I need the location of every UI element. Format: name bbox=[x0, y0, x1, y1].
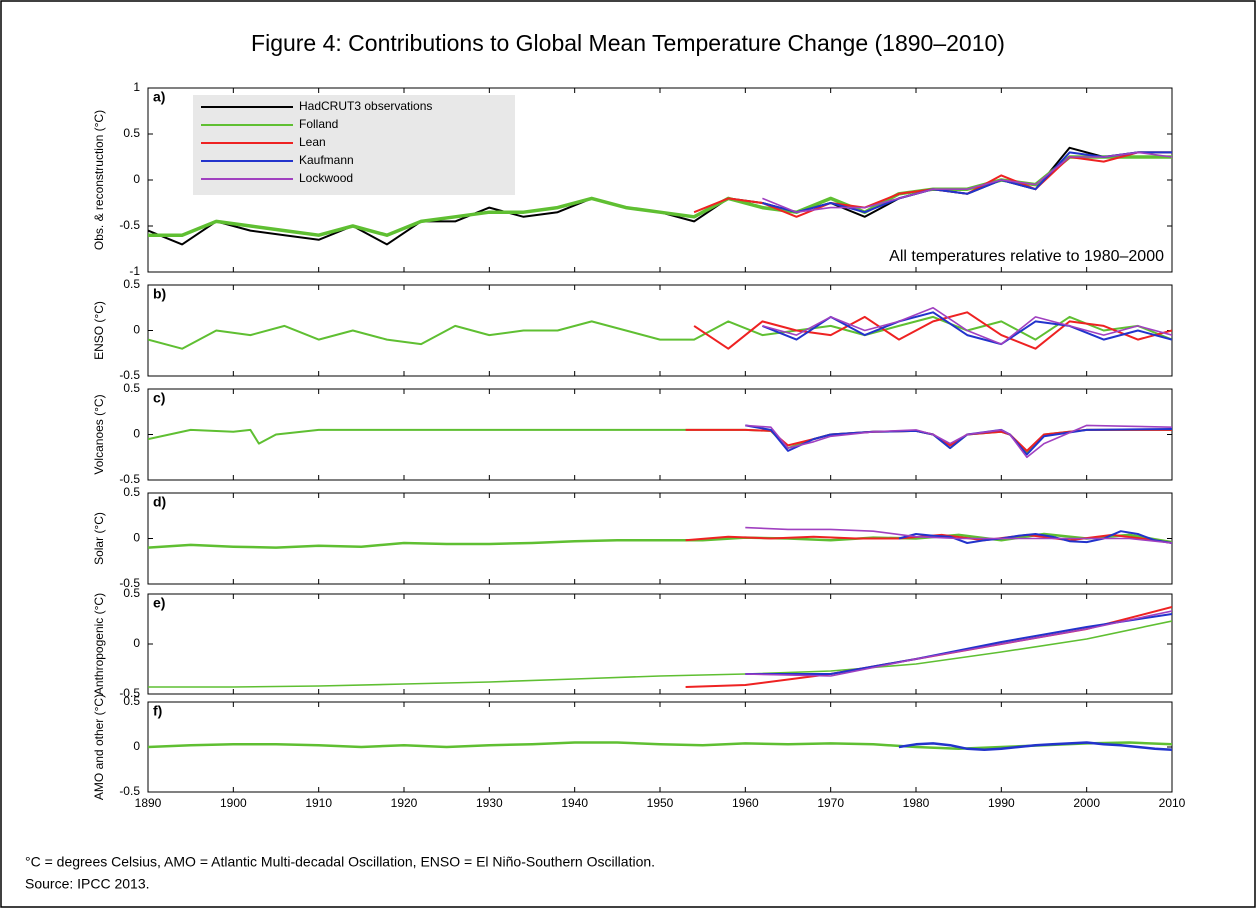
y-tick-label: 0.5 bbox=[123, 586, 140, 600]
figure-title: Figure 4: Contributions to Global Mean T… bbox=[251, 30, 1005, 56]
series-line bbox=[745, 424, 1172, 459]
legend-label: Folland bbox=[299, 117, 338, 131]
x-tick-label: 1970 bbox=[817, 796, 844, 810]
y-tick-label: 0.5 bbox=[123, 694, 140, 708]
x-tick-label: 1940 bbox=[561, 796, 588, 810]
panel-label: a) bbox=[153, 89, 165, 105]
y-tick-label: -0.5 bbox=[119, 368, 140, 382]
y-tick-label: 0.5 bbox=[123, 381, 140, 395]
series-line bbox=[898, 530, 1172, 544]
series-line bbox=[745, 526, 1172, 544]
source-note: Source: IPCC 2013. bbox=[25, 876, 150, 892]
y-axis-label: Obs. & reconstruction (°C) bbox=[92, 110, 106, 250]
y-tick-label: 0 bbox=[133, 172, 140, 186]
y-tick-label: 0 bbox=[133, 636, 140, 650]
y-axis-label: Anthropogenic (°C) bbox=[92, 593, 106, 695]
y-tick-label: 0.5 bbox=[123, 485, 140, 499]
y-tick-label: 0 bbox=[133, 739, 140, 753]
y-tick-label: 1 bbox=[133, 80, 140, 94]
panel-label: c) bbox=[153, 390, 165, 406]
x-tick-label: 1950 bbox=[647, 796, 674, 810]
y-axis-label: AMO and other (°C) bbox=[92, 694, 106, 800]
legend-label: Lean bbox=[299, 135, 326, 149]
series-line bbox=[148, 315, 1172, 350]
y-tick-label: -0.5 bbox=[119, 472, 140, 486]
series-line bbox=[148, 741, 1172, 751]
y-tick-label: -1 bbox=[129, 264, 140, 278]
series-line bbox=[745, 610, 1172, 677]
panel-label: d) bbox=[153, 494, 166, 510]
annotation: All temperatures relative to 1980–2000 bbox=[889, 248, 1164, 265]
footnote: °C = degrees Celsius, AMO = Atlantic Mul… bbox=[25, 854, 655, 870]
y-axis-label: ENSO (°C) bbox=[92, 301, 106, 360]
y-tick-label: 0 bbox=[133, 531, 140, 545]
series-line bbox=[762, 307, 1172, 345]
x-tick-label: 1980 bbox=[903, 796, 930, 810]
x-tick-label: 1920 bbox=[391, 796, 418, 810]
series-line bbox=[148, 532, 1172, 549]
series-line bbox=[898, 741, 1172, 751]
series-line bbox=[148, 620, 1172, 688]
y-tick-label: -0.5 bbox=[119, 686, 140, 700]
x-tick-label: 1910 bbox=[305, 796, 332, 810]
panel-label: b) bbox=[153, 286, 166, 302]
y-tick-label: -0.5 bbox=[119, 784, 140, 798]
y-axis-label: Solar (°C) bbox=[92, 512, 106, 565]
x-tick-label: 1900 bbox=[220, 796, 247, 810]
y-tick-label: -0.5 bbox=[119, 218, 140, 232]
y-tick-label: 0.5 bbox=[123, 277, 140, 291]
series-line bbox=[762, 151, 1172, 213]
x-tick-label: 2000 bbox=[1073, 796, 1100, 810]
x-tick-label: 1930 bbox=[476, 796, 503, 810]
legend-label: HadCRUT3 observations bbox=[299, 99, 432, 113]
plot-area bbox=[147, 388, 1173, 481]
series-line bbox=[745, 613, 1172, 675]
y-tick-label: 0 bbox=[133, 427, 140, 441]
x-tick-label: 1890 bbox=[135, 796, 162, 810]
y-tick-label: -0.5 bbox=[119, 576, 140, 590]
series-line bbox=[693, 311, 1172, 350]
y-axis-label: Volcanoes (°C) bbox=[92, 394, 106, 474]
plot-area bbox=[147, 284, 1173, 377]
panel-label: e) bbox=[153, 595, 165, 611]
legend-label: Kaufmann bbox=[299, 153, 354, 167]
plot-area bbox=[147, 593, 1173, 695]
x-tick-label: 1960 bbox=[732, 796, 759, 810]
legend-label: Lockwood bbox=[299, 171, 353, 185]
x-tick-label: 2010 bbox=[1159, 796, 1186, 810]
x-tick-label: 1990 bbox=[988, 796, 1015, 810]
y-tick-label: 0 bbox=[133, 323, 140, 337]
panel-label: f) bbox=[153, 703, 162, 719]
y-tick-label: 0.5 bbox=[123, 126, 140, 140]
